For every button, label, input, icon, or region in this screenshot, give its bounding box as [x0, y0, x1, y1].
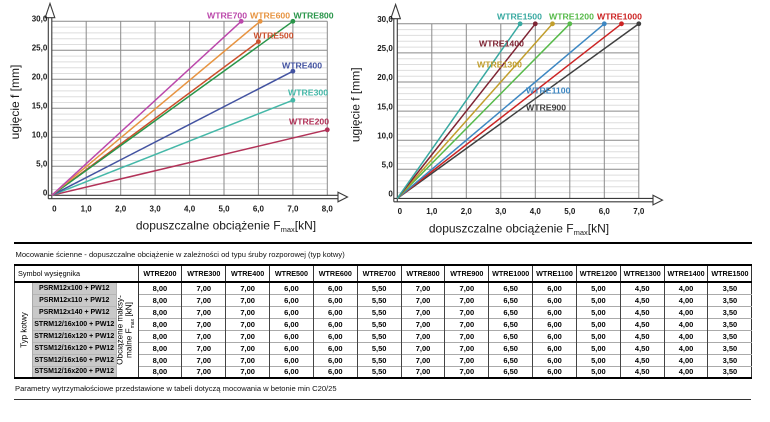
svg-text:10,0: 10,0 — [32, 130, 48, 139]
svg-text:1,0: 1,0 — [426, 207, 438, 216]
svg-text:25,0: 25,0 — [377, 44, 393, 53]
svg-text:6,0: 6,0 — [599, 207, 611, 216]
svg-text:5,0: 5,0 — [564, 207, 576, 216]
svg-text:15,0: 15,0 — [32, 101, 48, 110]
svg-text:3,0: 3,0 — [495, 207, 507, 216]
svg-text:15,0: 15,0 — [377, 102, 393, 111]
svg-text:20,0: 20,0 — [377, 73, 393, 82]
svg-text:7,0: 7,0 — [287, 205, 299, 214]
svg-text:WTRE500: WTRE500 — [254, 31, 294, 41]
svg-text:6,0: 6,0 — [253, 205, 265, 214]
svg-text:0: 0 — [43, 188, 48, 197]
svg-text:5,0: 5,0 — [218, 205, 230, 214]
svg-text:WTRE200: WTRE200 — [289, 117, 329, 127]
svg-text:30,0: 30,0 — [32, 14, 48, 23]
svg-text:0: 0 — [52, 205, 57, 214]
svg-text:0: 0 — [388, 190, 393, 199]
svg-text:2,0: 2,0 — [461, 207, 473, 216]
svg-text:25,0: 25,0 — [32, 43, 48, 52]
svg-text:WTRE900: WTRE900 — [526, 103, 566, 113]
svg-text:ugięcie f [mm]: ugięcie f [mm] — [349, 67, 363, 142]
svg-text:3,0: 3,0 — [150, 205, 162, 214]
svg-text:WTRE700: WTRE700 — [207, 11, 247, 21]
svg-text:WTRE1300: WTRE1300 — [477, 60, 522, 70]
svg-text:0: 0 — [398, 207, 403, 216]
svg-text:WTRE400: WTRE400 — [282, 61, 322, 71]
svg-text:WTRE1200: WTRE1200 — [549, 12, 594, 22]
svg-text:WTRE1000: WTRE1000 — [597, 12, 642, 22]
svg-text:1,0: 1,0 — [81, 205, 93, 214]
svg-text:10,0: 10,0 — [377, 131, 393, 140]
svg-text:dopuszczalne obciążenie Fmax[k: dopuszczalne obciążenie Fmax[kN] — [136, 219, 316, 235]
svg-text:4,0: 4,0 — [530, 207, 542, 216]
svg-text:WTRE1500: WTRE1500 — [497, 12, 542, 22]
svg-text:WTRE300: WTRE300 — [288, 88, 328, 98]
svg-text:8,0: 8,0 — [322, 205, 334, 214]
svg-text:WTRE800: WTRE800 — [294, 11, 334, 21]
svg-text:5,0: 5,0 — [36, 159, 48, 168]
svg-text:2,0: 2,0 — [115, 205, 127, 214]
svg-text:7,0: 7,0 — [633, 207, 645, 216]
svg-text:WTRE600: WTRE600 — [250, 11, 290, 21]
svg-text:WTRE1100: WTRE1100 — [526, 86, 571, 96]
svg-text:20,0: 20,0 — [32, 72, 48, 81]
svg-text:4,0: 4,0 — [184, 205, 196, 214]
svg-text:WTRE1400: WTRE1400 — [479, 39, 524, 49]
svg-text:5,0: 5,0 — [382, 161, 394, 170]
svg-text:30,0: 30,0 — [377, 15, 393, 24]
svg-text:dopuszczalne obciążenie Fmax[k: dopuszczalne obciążenie Fmax[kN] — [429, 222, 609, 238]
svg-text:ugięcie f [mm]: ugięcie f [mm] — [8, 65, 22, 140]
